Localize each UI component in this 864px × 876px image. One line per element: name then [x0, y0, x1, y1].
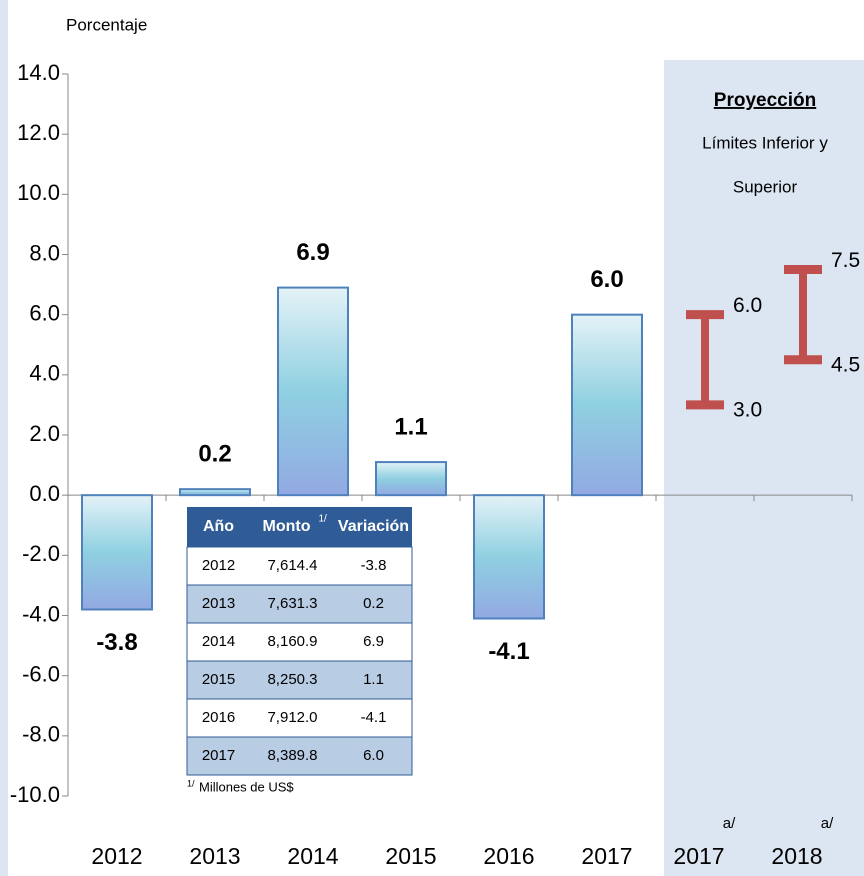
projection-subtitle: Superior: [733, 177, 798, 196]
y-tick-label: -2.0: [22, 541, 60, 566]
table-cell: 2016: [202, 709, 235, 726]
range-label-high: 7.5: [831, 249, 860, 272]
table-row: [186, 660, 413, 700]
table-cell: 8,389.8: [267, 747, 317, 764]
table-cell: 7,631.3: [267, 595, 317, 612]
table-cell: 8,250.3: [267, 671, 317, 688]
x-tick-label: 2012: [91, 843, 142, 869]
table-cell: 2015: [202, 671, 235, 688]
value-label: 0.2: [198, 440, 231, 467]
y-tick-label: 8.0: [29, 240, 60, 265]
table-row: [186, 736, 413, 776]
footnote-mark: 1/: [187, 778, 195, 788]
x-tick-label: 2017: [673, 843, 724, 869]
x-tick-label: 2017: [581, 843, 632, 869]
table-cell: 0.2: [363, 595, 384, 612]
page-edge: [0, 0, 8, 876]
table-row: [186, 622, 413, 662]
bar: [277, 286, 349, 497]
table-row: [186, 698, 413, 738]
table-header-cell: Variación: [338, 518, 409, 535]
x-tick-label: 2016: [483, 843, 534, 869]
table-header-cell: Monto: [263, 518, 311, 535]
table-row: [186, 546, 413, 586]
y-tick-label: 4.0: [29, 361, 60, 386]
y-tick-label: -8.0: [22, 722, 60, 747]
projection-subtitle: Límites Inferior y: [702, 133, 828, 152]
table-cell: 6.0: [363, 747, 384, 764]
y-axis-label: Porcentaje: [66, 15, 147, 34]
value-label: 6.0: [590, 266, 623, 293]
y-tick-label: -10.0: [10, 782, 60, 807]
y-tick-label: 12.0: [17, 120, 60, 145]
x-tick-label: 2018: [771, 843, 822, 869]
table-cell: 2012: [202, 557, 235, 574]
x-tick-label: 2014: [287, 843, 338, 869]
footnote-mark: 1/: [319, 514, 328, 525]
bar: [571, 313, 643, 497]
table-cell: 1.1: [363, 671, 384, 688]
y-tick-label: -6.0: [22, 661, 60, 686]
range-label-low: 3.0: [733, 398, 762, 421]
y-tick-label: 6.0: [29, 300, 60, 325]
range-label-low: 4.5: [831, 353, 860, 376]
table-cell: 2014: [202, 633, 235, 650]
table-cell: 7,614.4: [267, 557, 317, 574]
range-label-high: 6.0: [733, 294, 762, 317]
value-label: 1.1: [394, 413, 427, 440]
table-row: [186, 584, 413, 624]
category-note: a/: [821, 815, 834, 832]
y-tick-label: 14.0: [17, 60, 60, 85]
table-header: [187, 507, 412, 547]
table-header-cell: Año: [203, 518, 234, 535]
projection-title: Proyección: [714, 90, 816, 111]
bar: [179, 488, 251, 497]
x-tick-label: 2013: [189, 843, 240, 869]
bar: [375, 461, 447, 497]
table-cell: 2013: [202, 595, 235, 612]
projection-area: [664, 60, 864, 876]
value-label: -3.8: [96, 629, 137, 656]
table-cell: -4.1: [361, 709, 387, 726]
table-cell: 8,160.9: [267, 633, 317, 650]
table-cell: 7,912.0: [267, 709, 317, 726]
table-cell: 6.9: [363, 633, 384, 650]
y-tick-label: 0.0: [29, 481, 60, 506]
table-cell: 2017: [202, 747, 235, 764]
value-label: -4.1: [488, 638, 529, 665]
category-note: a/: [723, 815, 736, 832]
table-cell: -3.8: [361, 557, 387, 574]
bar: [473, 494, 545, 620]
data-table: Año Monto 1/Variación 2012 7,614.4 -3.8 2013 7,…: [186, 507, 413, 794]
x-tick-label: 2015: [385, 843, 436, 869]
value-label: 6.9: [296, 239, 329, 266]
bar: [81, 494, 153, 611]
y-tick-label: 10.0: [17, 180, 60, 205]
y-tick-label: -4.0: [22, 601, 60, 626]
table-note: Millones de US$: [199, 779, 294, 794]
y-tick-label: 2.0: [29, 421, 60, 446]
